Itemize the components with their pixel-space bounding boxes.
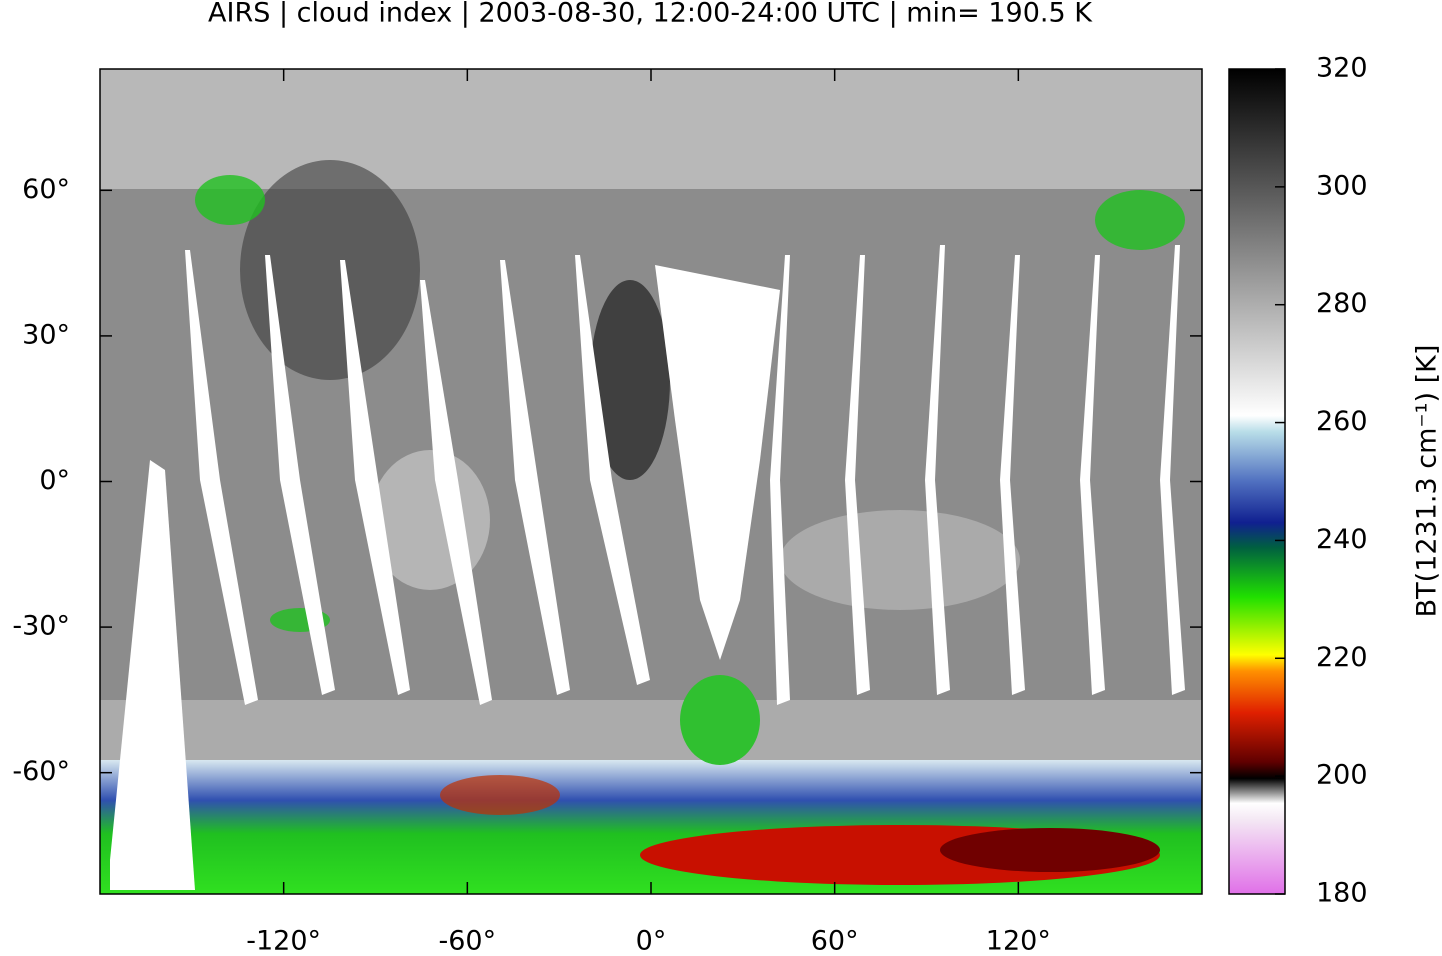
x-tick-label: 60°	[811, 926, 859, 956]
colorbar-tick-label: 260	[1316, 406, 1368, 437]
colorbar-tick-label: 300	[1316, 170, 1368, 201]
y-tick-label: 30°	[22, 319, 70, 350]
y-tick-label: 60°	[22, 174, 70, 205]
colorbar-tick-label: 180	[1316, 878, 1368, 909]
colorbar	[1228, 68, 1286, 895]
x-tick-label: -120°	[246, 926, 321, 956]
colorbar-label: BT(1231.3 cm⁻¹) [K]	[1412, 345, 1442, 618]
colorbar-tick-label: 280	[1316, 288, 1368, 319]
colorbar-tick-label: 320	[1316, 53, 1368, 84]
colorbar-tick-label: 200	[1316, 760, 1368, 791]
colorbar-tick-label: 240	[1316, 524, 1368, 555]
x-tick-label: 0°	[636, 926, 667, 956]
y-tick-label: 0°	[39, 465, 70, 496]
y-tick-label: -60°	[12, 756, 70, 787]
chart-title: AIRS | cloud index | 2003-08-30, 12:00-2…	[208, 0, 1093, 29]
map-imagery	[100, 69, 1202, 894]
colorbar-tick-label: 220	[1316, 642, 1368, 673]
x-tick-label: 120°	[986, 926, 1051, 956]
y-tick-label: -30°	[12, 611, 70, 642]
x-tick-label: -60°	[439, 926, 497, 956]
